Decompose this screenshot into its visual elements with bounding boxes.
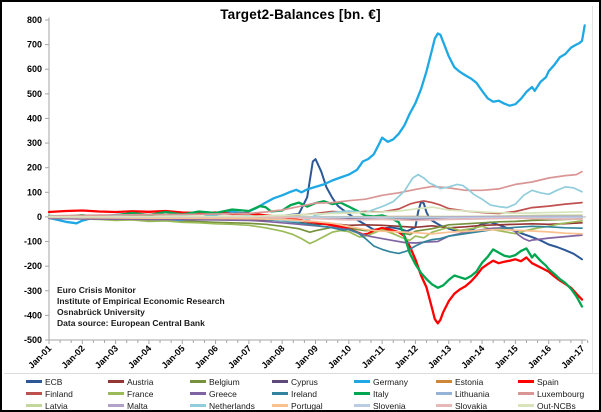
series-line-germany	[47, 24, 586, 225]
series-line-slovakia	[48, 216, 583, 222]
y-axis-label: -400	[24, 310, 42, 320]
y-axis-label: -500	[24, 335, 42, 345]
y-axis-label: 200	[27, 163, 42, 173]
annotation-line: Osnabrück University	[57, 307, 145, 317]
series-line-italy	[47, 200, 584, 308]
y-axis-label: 0	[37, 212, 42, 222]
y-axis-label: 300	[27, 138, 42, 148]
series-line-ecb	[48, 158, 583, 261]
annotation-line: Data source: European Central Bank	[57, 318, 205, 328]
x-axis-label: Jan-16	[526, 343, 553, 370]
chart-title: Target2-Balances [bn. €]	[220, 7, 381, 22]
x-axis-label: Jan-04	[126, 343, 153, 370]
x-axis-label: Jan-14	[459, 343, 486, 370]
x-axis-label: Jan-13	[426, 343, 453, 370]
series-line-belgium	[48, 216, 583, 236]
x-axis-label: Jan-08	[259, 343, 286, 370]
x-axis-label: Jan-10	[326, 343, 353, 370]
series-line-greece	[48, 217, 583, 244]
x-axis-label: Jan-17	[559, 343, 586, 370]
x-axis-label: Jan-12	[393, 343, 420, 370]
y-axis-label: 600	[27, 64, 42, 74]
annotation-line: Euro Crisis Monitor	[57, 285, 136, 295]
x-axis-label: Jan-03	[93, 343, 120, 370]
y-axis-label: 500	[27, 89, 42, 99]
y-axis-label: 800	[27, 15, 42, 25]
x-axis-label: Jan-02	[59, 343, 86, 370]
series-line-portugal	[48, 216, 583, 235]
x-axis-label: Jan-05	[159, 343, 186, 370]
y-axis-label: -300	[24, 286, 42, 296]
y-axis-label: -100	[24, 237, 42, 247]
x-axis-label: Jan-09	[293, 343, 320, 370]
x-axis-label: Jan-06	[193, 343, 220, 370]
x-axis-label: Jan-07	[226, 343, 253, 370]
series-line-luxembourg	[48, 170, 583, 217]
annotation-line: Institute of Empirical Economic Research	[57, 296, 225, 306]
y-axis-label: -200	[24, 261, 42, 271]
series-line-out-ncbs	[48, 206, 583, 218]
x-axis-label: Jan-01	[26, 343, 53, 370]
source-annotation: Euro Crisis Monitor Institute of Empiric…	[57, 285, 225, 329]
y-axis-label: 100	[27, 187, 42, 197]
x-axis-label: Jan-11	[360, 343, 387, 370]
y-axis-label: 400	[27, 113, 42, 123]
y-axis-label: 700	[27, 40, 42, 50]
x-axis-label: Jan-15	[493, 343, 520, 370]
